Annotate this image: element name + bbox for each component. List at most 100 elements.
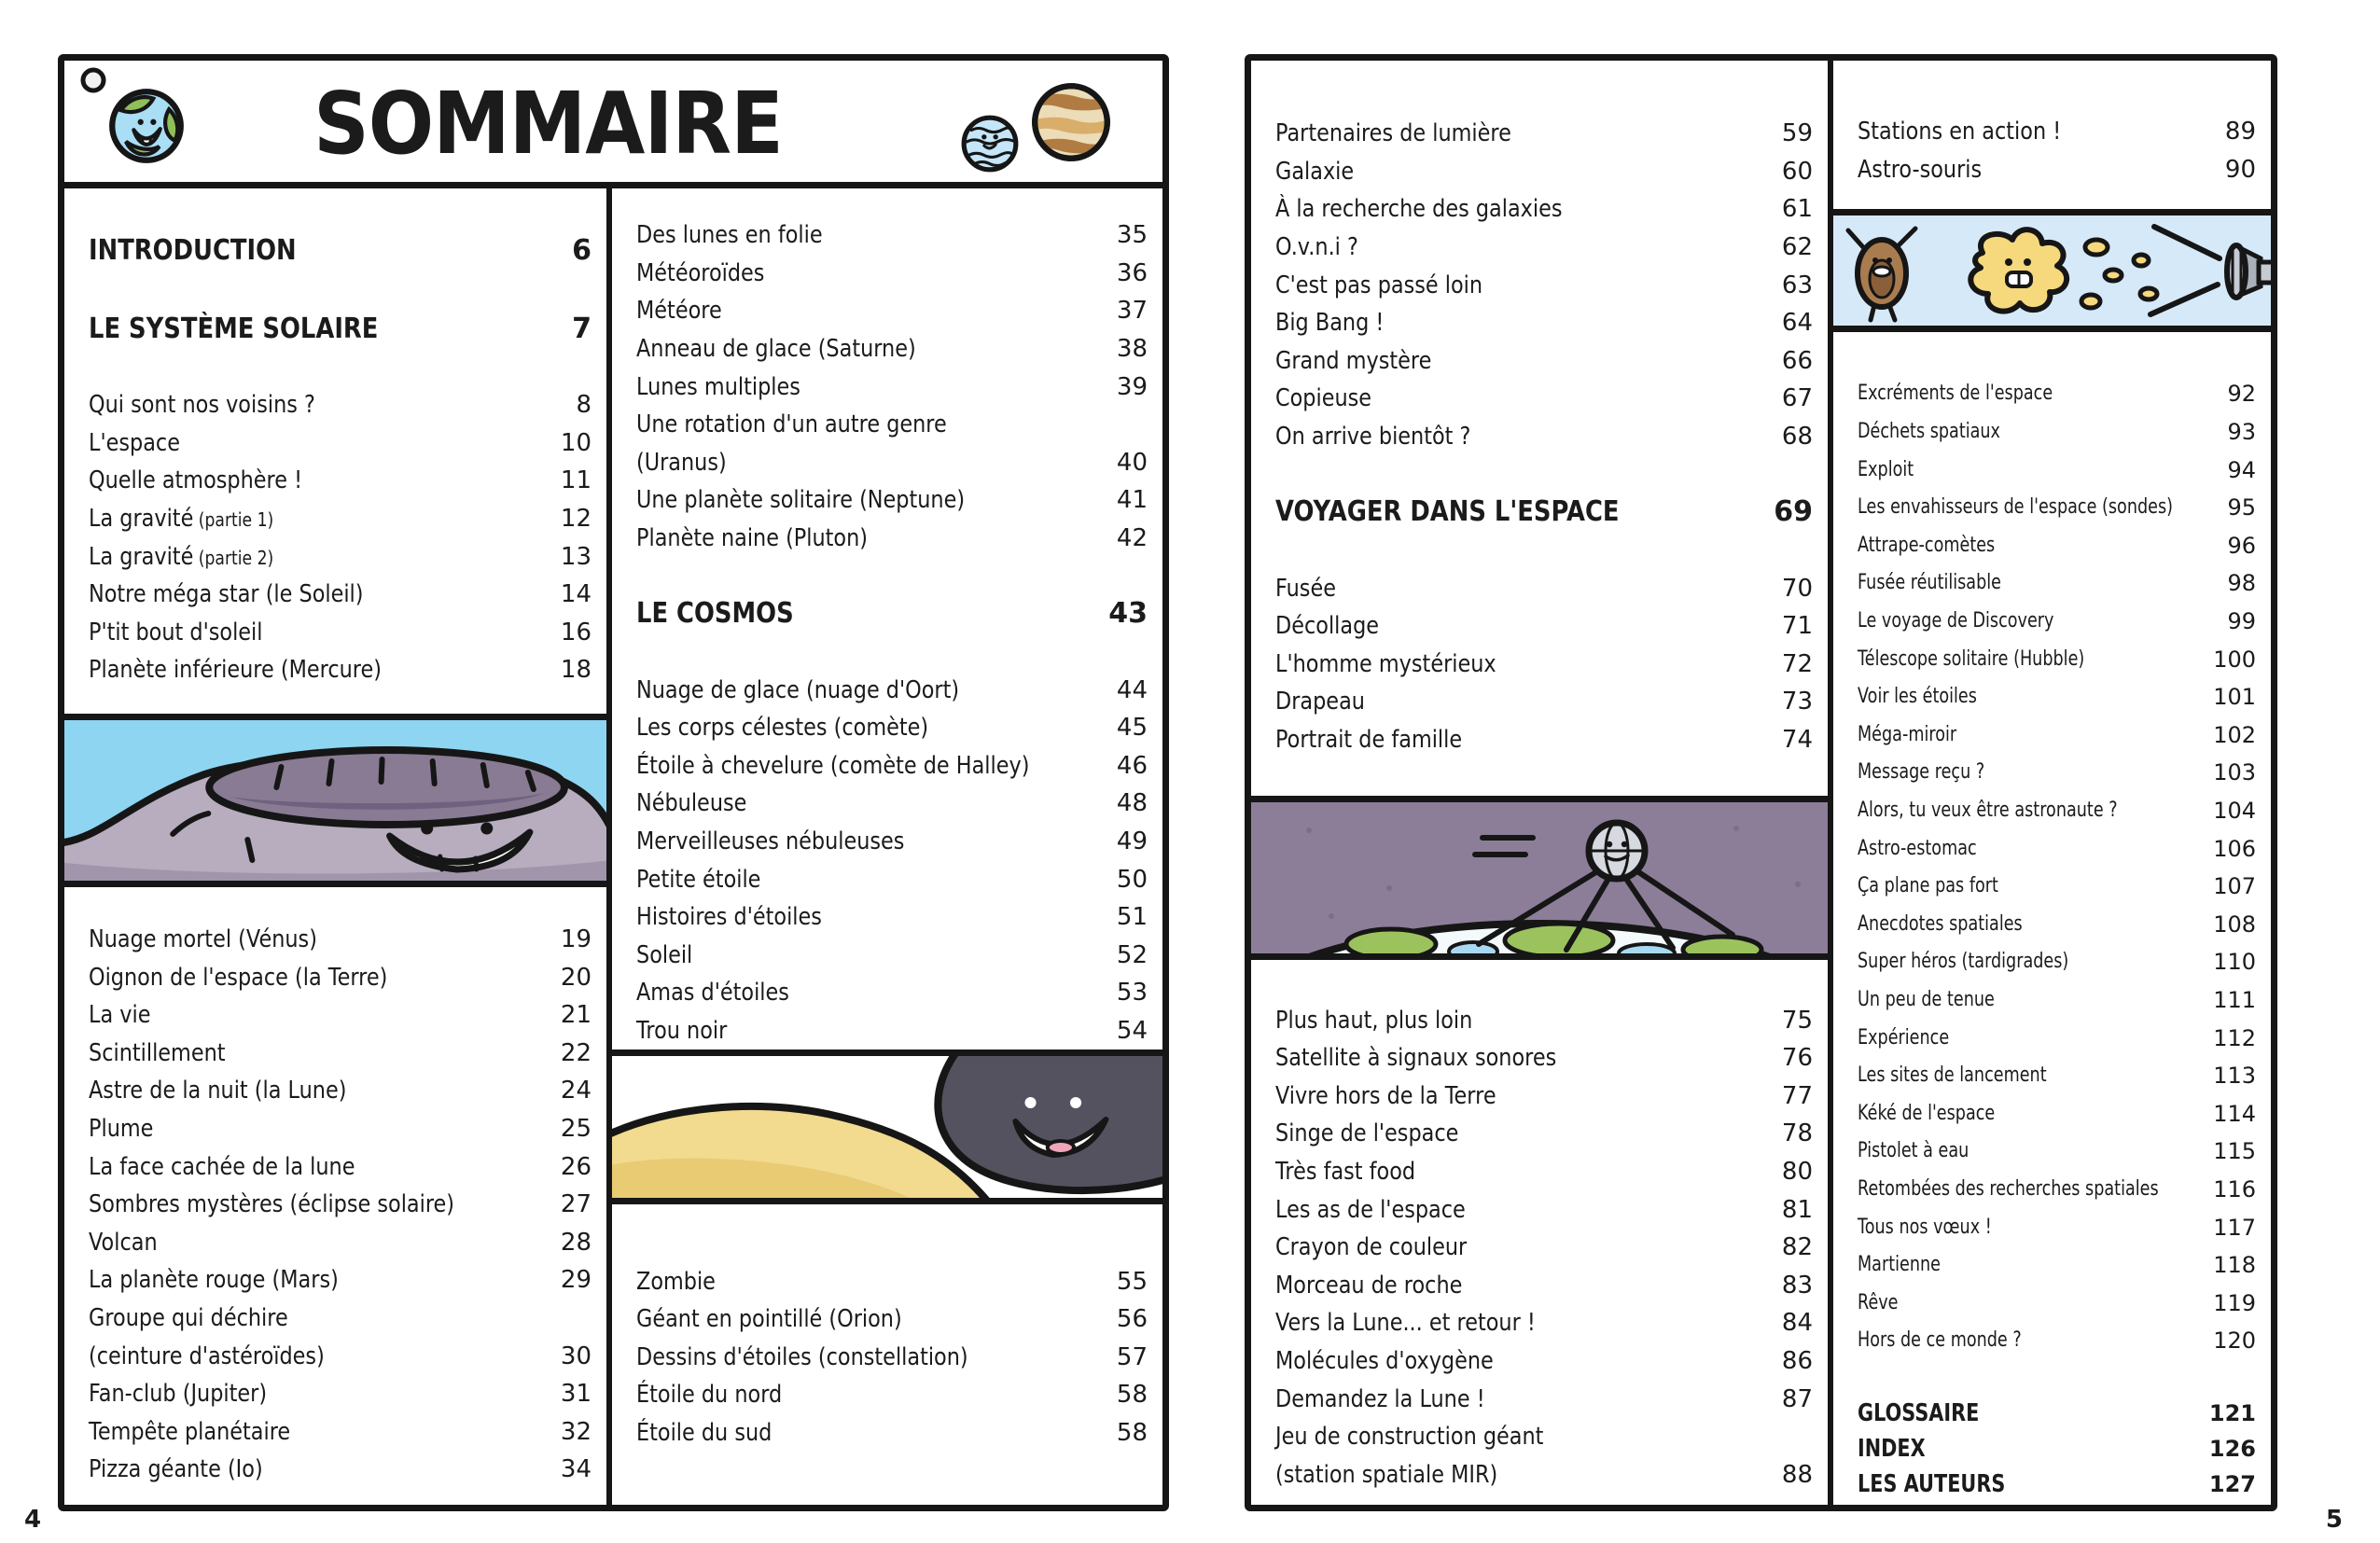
toc-entry-row: On arrive bientôt ? 68 bbox=[1275, 418, 1813, 456]
toc-entry-page: 69 bbox=[1774, 495, 1813, 529]
toc-entry-title: Amas d'étoiles bbox=[636, 979, 789, 1008]
toc-entry-page: 46 bbox=[1116, 751, 1148, 780]
toc-section-row: INTRODUCTION 6 bbox=[89, 229, 592, 272]
toc-gap bbox=[636, 635, 1148, 671]
toc-entry-title: Étoile à chevelure (comète de Halley) bbox=[636, 751, 1030, 780]
toc-entry-page: 81 bbox=[1781, 1195, 1813, 1224]
toc-gap bbox=[1275, 534, 1813, 569]
toc-entry-page: 110 bbox=[2213, 949, 2256, 976]
toc-entry-row: Satellite à signaux sonores 76 bbox=[1275, 1039, 1813, 1077]
toc-entry-row: Notre méga star (le Soleil) 14 bbox=[89, 576, 592, 614]
toc-entry-row: Crayon de couleur 82 bbox=[1275, 1229, 1813, 1267]
toc-entry-row: Stations en action ! 89 bbox=[1858, 113, 2256, 151]
toc-entry-title: La planète rouge (Mars) bbox=[89, 1266, 339, 1295]
toc-entry-row: Volcan 28 bbox=[89, 1224, 592, 1262]
toc-entry-page: 53 bbox=[1116, 979, 1148, 1008]
toc-entry-page: 71 bbox=[1781, 612, 1813, 641]
toc-entry-page: 42 bbox=[1116, 524, 1148, 553]
toc-entry-row: Trou noir 54 bbox=[636, 1012, 1148, 1050]
toc-entry-page: 120 bbox=[2213, 1328, 2256, 1355]
toc-entry-row: Méga-miroir 102 bbox=[1858, 716, 2256, 755]
toc-entry-title: Voir les étoiles bbox=[1858, 685, 1977, 709]
toc-entry-title: Les corps célestes (comète) bbox=[636, 714, 929, 743]
toc-entry-page: 86 bbox=[1781, 1346, 1813, 1375]
toc-entry-row: La face cachée de la lune 26 bbox=[89, 1147, 592, 1186]
toc-entry-row: P'tit bout d'soleil 16 bbox=[89, 614, 592, 652]
toc-entry-row: Excréments de l'espace 92 bbox=[1858, 375, 2256, 413]
toc-entry-row: Petite étoile 50 bbox=[636, 860, 1148, 898]
toc-entry-row: Demandez la Lune ! 87 bbox=[1275, 1380, 1813, 1418]
page-number-right: 5 bbox=[2325, 1506, 2343, 1534]
toc-entry-title: (ceinture d'astéroïdes) bbox=[89, 1341, 325, 1370]
toc-list-intro: INTRODUCTION 6 LE SYSTÈME SOLAIRE 7 Qui sont… bbox=[64, 188, 606, 689]
toc-entry-title: Très fast food bbox=[1275, 1157, 1416, 1186]
toc-entry-row: Astre de la nuit (la Lune) 24 bbox=[89, 1072, 592, 1110]
toc-entry-page: 127 bbox=[2208, 1470, 2256, 1497]
toc-entry-title: Grand mystère bbox=[1275, 346, 1432, 375]
toc-entry-title: Message reçu ? bbox=[1858, 760, 1985, 785]
toc-entry-page: 62 bbox=[1781, 233, 1813, 262]
toc-gap bbox=[89, 351, 592, 386]
toc-entry-row: Les as de l'espace 81 bbox=[1275, 1190, 1813, 1229]
toc-entry-page: 18 bbox=[560, 656, 592, 685]
toc-entry-row: Des lunes en folie 35 bbox=[636, 216, 1148, 255]
toc-entry-title: Rêve bbox=[1858, 1290, 1899, 1314]
toc-entry-page: 112 bbox=[2213, 1024, 2256, 1051]
toc-section-row: LES AUTEURS 127 bbox=[1858, 1467, 2256, 1502]
toc-entry-page: 116 bbox=[2213, 1175, 2256, 1202]
toc-entry-row: Planète naine (Pluton) 42 bbox=[636, 520, 1148, 558]
toc-entry-title: Décollage bbox=[1275, 612, 1380, 641]
toc-entry-row: Expérience 112 bbox=[1858, 1019, 2256, 1057]
toc-entry-title: Groupe qui déchire bbox=[89, 1303, 288, 1332]
toc-entry-page: 89 bbox=[2224, 118, 2256, 146]
toc-entry-title: Vivre hors de la Terre bbox=[1275, 1081, 1496, 1110]
toc-entry-page: 25 bbox=[560, 1115, 592, 1144]
toc-entry-title: (station spatiale MIR) bbox=[1275, 1460, 1498, 1489]
toc-entry-page: 64 bbox=[1781, 309, 1813, 338]
toc-section-row: LE SYSTÈME SOLAIRE 7 bbox=[89, 308, 592, 351]
toc-entry-page: 28 bbox=[560, 1228, 592, 1257]
moon-icon bbox=[79, 66, 107, 94]
toc-entry-row: Zombie 55 bbox=[636, 1262, 1148, 1300]
toc-entry-row: Nuage mortel (Vénus) 19 bbox=[89, 921, 592, 959]
toc-entry-page: 29 bbox=[560, 1266, 592, 1295]
toc-entry-title: Qui sont nos voisins ? bbox=[89, 391, 315, 420]
toc-entry-title: Le voyage de Discovery bbox=[1858, 609, 2054, 633]
toc-entry-row: Fan-club (Jupiter) 31 bbox=[89, 1375, 592, 1413]
page-number-left: 4 bbox=[24, 1506, 42, 1534]
toc-entry-page: 36 bbox=[1116, 258, 1148, 287]
toc-entry-title: Tous nos vœux ! bbox=[1858, 1215, 1992, 1239]
toc-entry-page: 74 bbox=[1781, 726, 1813, 755]
toc-entry-row: Météore 37 bbox=[636, 292, 1148, 330]
toc-entry-row: Nuage de glace (nuage d'Oort) 44 bbox=[636, 671, 1148, 709]
toc-column-4: Stations en action ! 89 Astro-souris 90 bbox=[1833, 61, 2271, 1505]
toc-gap bbox=[1858, 1360, 2256, 1396]
toc-gap bbox=[1275, 455, 1813, 491]
toc-entry-title: Astro-souris bbox=[1858, 155, 1983, 184]
toc-entry-page: 121 bbox=[2208, 1399, 2256, 1426]
toc-entry-row: Singe de l'espace 78 bbox=[1275, 1115, 1813, 1153]
toc-entry-row: Une rotation d'un autre genre bbox=[636, 406, 1148, 444]
toc-entry-page: 103 bbox=[2213, 759, 2256, 786]
toc-entry-title: Hors de ce monde ? bbox=[1858, 1328, 2022, 1353]
toc-entry-title: Vers la Lune... et retour ! bbox=[1275, 1309, 1536, 1338]
toc-entry-page: 63 bbox=[1781, 271, 1813, 299]
toc-entry-row: La gravité (partie 2) 13 bbox=[89, 537, 592, 576]
toc-entry-page: 8 bbox=[576, 391, 592, 420]
toc-entry-row: Ça plane pas fort 107 bbox=[1858, 868, 2256, 906]
toc-entry-page: 31 bbox=[560, 1380, 592, 1409]
toc-entry-title: (Uranus) bbox=[636, 448, 727, 477]
toc-entry-page: 56 bbox=[1116, 1305, 1148, 1334]
toc-list-planets: Nuage mortel (Vénus) 19 Oignon de l'espace… bbox=[64, 887, 606, 1489]
striped-planet-icon bbox=[959, 113, 1021, 174]
toc-entry-title: Ça plane pas fort bbox=[1858, 874, 1998, 898]
toc-entry-title: Météoroïdes bbox=[636, 258, 765, 287]
toc-entry-row: (station spatiale MIR) 88 bbox=[1275, 1455, 1813, 1494]
toc-entry-page: 117 bbox=[2213, 1214, 2256, 1241]
toc-entry-row: Lunes multiples 39 bbox=[636, 368, 1148, 406]
toc-entry-row: Étoile du nord 58 bbox=[636, 1376, 1148, 1414]
toc-entry-page: 50 bbox=[1116, 865, 1148, 894]
toc-entry-row: Astro-estomac 106 bbox=[1858, 829, 2256, 868]
toc-entry-page: 34 bbox=[560, 1455, 592, 1484]
toc-entry-page: 95 bbox=[2227, 494, 2256, 521]
